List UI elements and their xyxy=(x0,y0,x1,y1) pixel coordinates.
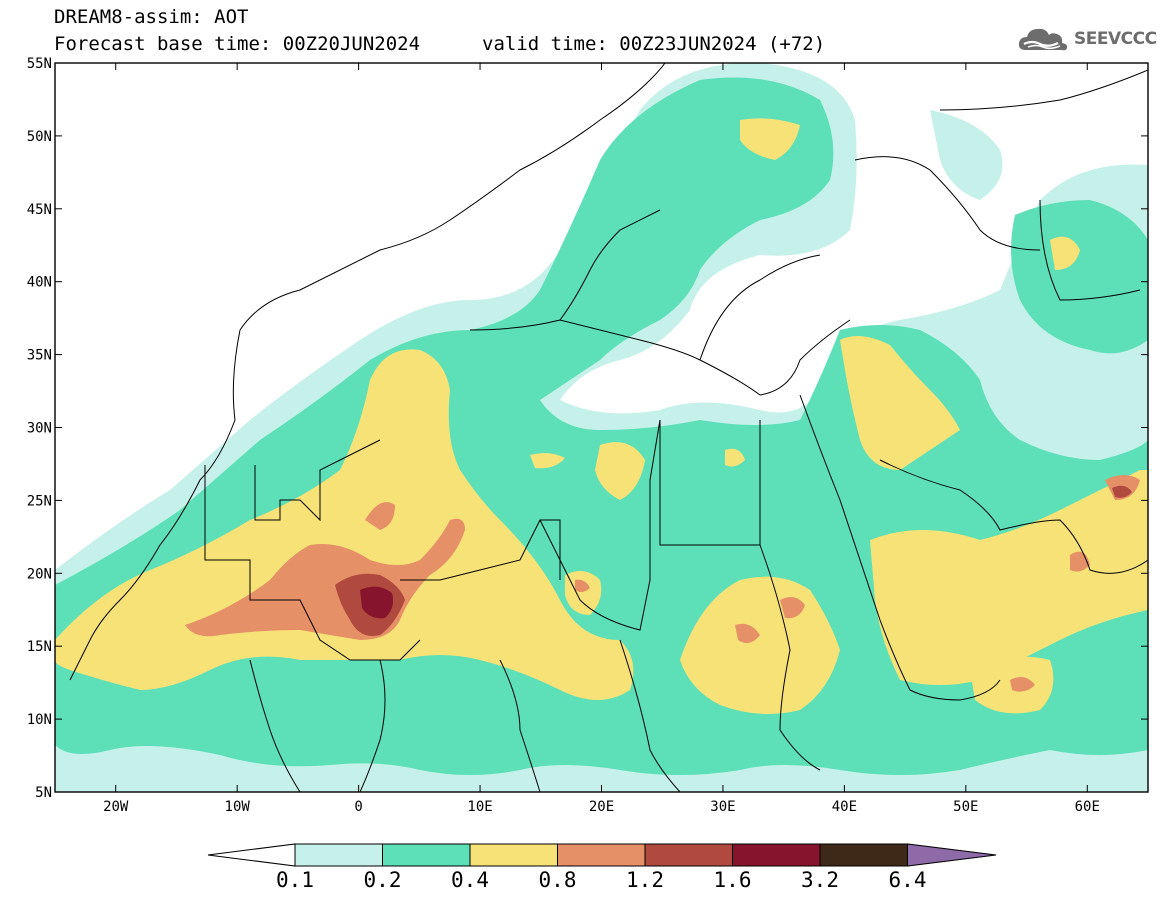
logo-text: SEEVCCC xyxy=(1074,29,1157,49)
lat-tick-label: 45N xyxy=(27,202,52,218)
lat-tick-label: 25N xyxy=(27,493,52,509)
lat-tick-label: 30N xyxy=(27,421,52,437)
lat-tick-label: 50N xyxy=(27,129,52,145)
latitude-axis: 5N 10N 15N 20N 25N 30N 35N 40N 45N 50N 55N xyxy=(27,56,1148,801)
lon-tick-label: 20E xyxy=(589,799,614,815)
lat-tick-label: 20N xyxy=(27,566,52,582)
aot-level-1-6 xyxy=(360,586,394,619)
colorbar-tick-label: 0.8 xyxy=(538,868,577,892)
valid-time-label: valid time: 00Z23JUN2024 (+72) xyxy=(482,33,826,55)
lon-tick-label: 40E xyxy=(832,799,857,815)
colorbar-tick-label: 1.2 xyxy=(626,868,664,892)
lat-tick-label: 35N xyxy=(27,348,52,364)
map-title: DREAM8-assim: AOT xyxy=(54,6,249,28)
colorbar xyxy=(207,843,997,867)
colorbar-tick-label: 0.4 xyxy=(451,868,489,892)
colorbar-tick-label: 0.2 xyxy=(363,868,402,892)
colorbar-box xyxy=(382,843,471,867)
lon-tick-label: 30E xyxy=(710,799,735,815)
lat-tick-label: 40N xyxy=(27,275,52,291)
colorbar-tick-label: 6.4 xyxy=(888,868,927,892)
seevccc-logo: SEEVCCC xyxy=(1018,24,1157,54)
colorbar-box xyxy=(819,843,908,867)
aot-field xyxy=(55,63,1148,792)
lat-tick-label: 10N xyxy=(27,712,52,728)
lon-tick-label: 50E xyxy=(953,799,978,815)
lon-tick-label: 60E xyxy=(1075,799,1100,815)
base-time-label: Forecast base time: 00Z20JUN2024 xyxy=(54,33,421,55)
borders xyxy=(69,63,1148,792)
colorbar-box xyxy=(644,843,733,867)
colorbar-box xyxy=(294,843,383,867)
lon-tick-label: 10W xyxy=(225,799,251,815)
lat-tick-label: 15N xyxy=(27,639,52,655)
colorbar-tick-label: 0.1 xyxy=(276,868,314,892)
colorbar-box xyxy=(732,843,821,867)
lon-tick-label: 10E xyxy=(467,799,492,815)
lat-tick-label: 55N xyxy=(27,56,52,72)
colorbar-box xyxy=(557,843,646,867)
lon-tick-label: 0 xyxy=(354,799,362,815)
lat-tick-label: 5N xyxy=(35,785,52,801)
colorbar-tick-label: 3.2 xyxy=(801,868,839,892)
lon-tick-label: 20W xyxy=(103,799,129,815)
longitude-axis: 20W 10W 0 10E 20E 30E 40E 50E 60E xyxy=(103,63,1100,815)
cloud-icon xyxy=(1018,28,1068,51)
colorbar-over-triangle xyxy=(907,843,997,867)
colorbar-tick-label: 1.6 xyxy=(713,868,752,892)
colorbar-under-triangle xyxy=(207,843,296,867)
colorbar-box xyxy=(469,843,558,867)
